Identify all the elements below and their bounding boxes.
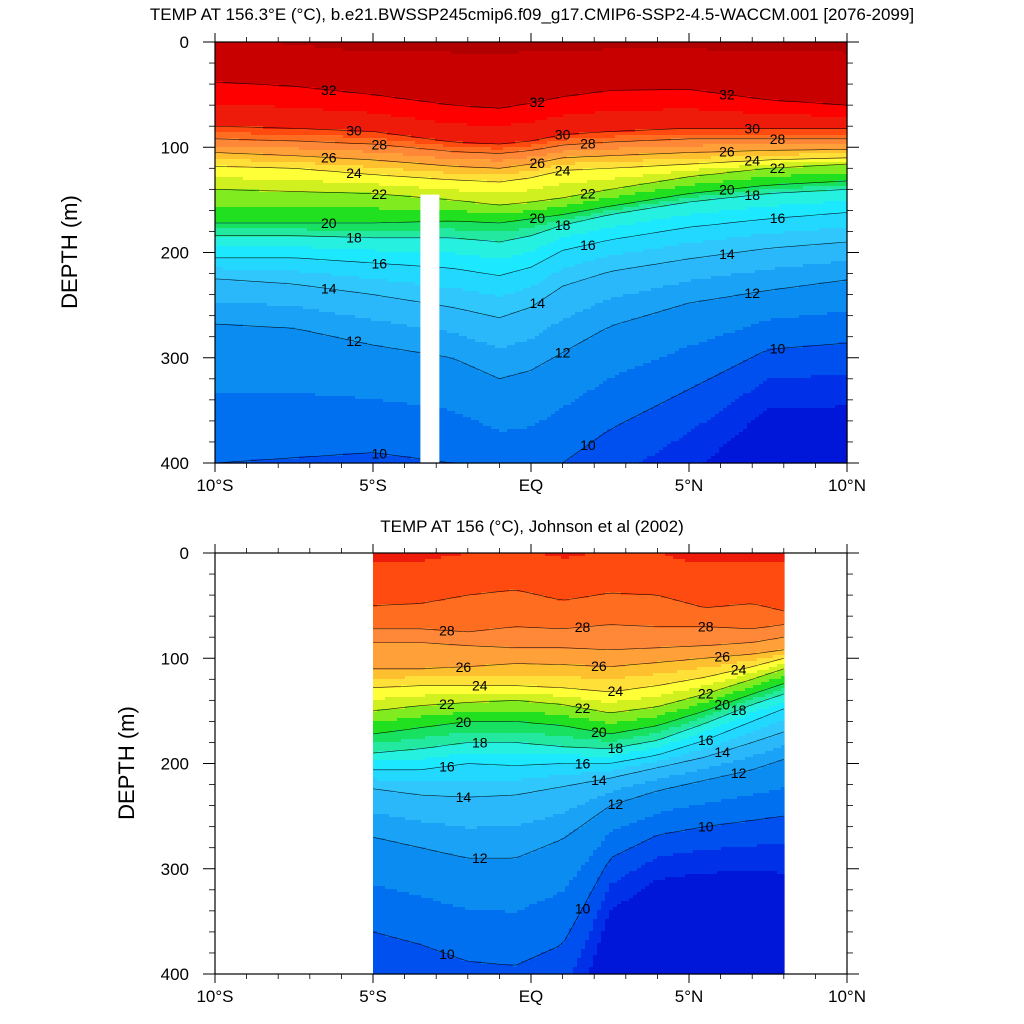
top-panel-title: TEMP AT 156.3°E (°C), b.e21.BWSSP245cmip… <box>150 5 914 24</box>
model-temperature-section: TEMP AT 156.3°E (°C), b.e21.BWSSP245cmip… <box>57 5 914 495</box>
